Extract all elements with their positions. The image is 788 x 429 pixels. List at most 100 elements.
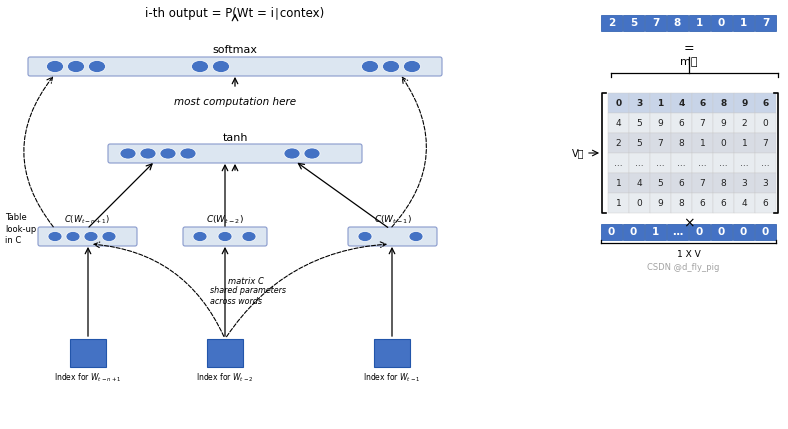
- Text: $C(W_{t-1})$: $C(W_{t-1})$: [374, 214, 411, 226]
- Ellipse shape: [284, 148, 300, 159]
- FancyBboxPatch shape: [108, 144, 362, 163]
- Text: ...: ...: [635, 158, 644, 167]
- Bar: [755, 93, 775, 113]
- Bar: [734, 153, 755, 173]
- Text: 2: 2: [742, 118, 747, 127]
- Text: ...: ...: [656, 158, 665, 167]
- Bar: [667, 15, 688, 31]
- Bar: [733, 224, 754, 240]
- Text: $C(W_{t-n+1})$: $C(W_{t-n+1})$: [65, 214, 110, 226]
- Bar: [689, 224, 710, 240]
- FancyBboxPatch shape: [38, 227, 137, 246]
- Text: 9: 9: [658, 118, 663, 127]
- FancyBboxPatch shape: [28, 57, 442, 76]
- Bar: [671, 93, 692, 113]
- Text: 8: 8: [678, 139, 684, 148]
- Text: 1: 1: [615, 199, 622, 208]
- Text: $C(W_{t-2})$: $C(W_{t-2})$: [206, 214, 244, 226]
- Bar: [755, 193, 775, 213]
- Bar: [689, 15, 710, 31]
- Text: 6: 6: [700, 199, 705, 208]
- Ellipse shape: [68, 60, 84, 73]
- Text: ...: ...: [761, 158, 770, 167]
- Text: Index for $W_{t-2}$: Index for $W_{t-2}$: [196, 372, 254, 384]
- Bar: [671, 153, 692, 173]
- Bar: [692, 113, 712, 133]
- Bar: [374, 339, 410, 367]
- Bar: [601, 224, 622, 240]
- Text: 7: 7: [762, 18, 769, 28]
- Text: Table
look-up
in C: Table look-up in C: [5, 213, 36, 245]
- Text: Index for $W_{t-n+1}$: Index for $W_{t-n+1}$: [54, 372, 121, 384]
- FancyBboxPatch shape: [348, 227, 437, 246]
- Bar: [650, 193, 671, 213]
- Text: 6: 6: [762, 99, 768, 108]
- Text: V行: V行: [571, 148, 584, 158]
- Bar: [755, 224, 776, 240]
- Bar: [645, 224, 666, 240]
- Text: 4: 4: [637, 178, 642, 187]
- Text: 5: 5: [637, 139, 642, 148]
- Ellipse shape: [88, 60, 106, 73]
- Text: 0: 0: [740, 227, 747, 237]
- Text: 7: 7: [763, 139, 768, 148]
- Text: 1: 1: [740, 18, 747, 28]
- Text: 0: 0: [762, 227, 769, 237]
- Bar: [755, 15, 776, 31]
- Text: 6: 6: [678, 178, 684, 187]
- Ellipse shape: [218, 232, 232, 242]
- Text: 0: 0: [637, 199, 642, 208]
- Bar: [711, 15, 732, 31]
- Text: softmax: softmax: [213, 45, 258, 55]
- Ellipse shape: [362, 60, 378, 73]
- Text: most computation here: most computation here: [174, 97, 296, 107]
- Text: 2: 2: [608, 18, 615, 28]
- Bar: [207, 339, 243, 367]
- Text: 1: 1: [742, 139, 747, 148]
- Text: 7: 7: [658, 139, 663, 148]
- Bar: [70, 339, 106, 367]
- Text: 9: 9: [658, 199, 663, 208]
- Bar: [734, 113, 755, 133]
- FancyBboxPatch shape: [183, 227, 267, 246]
- Bar: [671, 193, 692, 213]
- Ellipse shape: [191, 60, 209, 73]
- Ellipse shape: [213, 60, 229, 73]
- Bar: [713, 113, 734, 133]
- Text: shared parameters
across words: shared parameters across words: [210, 286, 286, 306]
- Text: 0: 0: [630, 227, 637, 237]
- Text: 8: 8: [678, 199, 684, 208]
- Bar: [629, 113, 649, 133]
- Text: 0: 0: [720, 139, 727, 148]
- Text: 6: 6: [720, 199, 727, 208]
- Text: =: =: [684, 42, 694, 55]
- Bar: [692, 133, 712, 153]
- Bar: [713, 193, 734, 213]
- Text: ...: ...: [740, 158, 749, 167]
- Text: 6: 6: [678, 118, 684, 127]
- Bar: [629, 133, 649, 153]
- Bar: [601, 15, 622, 31]
- Text: ...: ...: [677, 158, 686, 167]
- Text: 3: 3: [742, 178, 747, 187]
- Bar: [713, 153, 734, 173]
- Text: 1 X V: 1 X V: [677, 250, 701, 259]
- Bar: [671, 113, 692, 133]
- Ellipse shape: [180, 148, 196, 159]
- Text: 4: 4: [742, 199, 747, 208]
- Text: 3: 3: [637, 99, 643, 108]
- Ellipse shape: [120, 148, 136, 159]
- Bar: [692, 153, 712, 173]
- Bar: [608, 93, 629, 113]
- Ellipse shape: [403, 60, 421, 73]
- Text: matrix C: matrix C: [228, 277, 264, 286]
- Bar: [608, 133, 629, 153]
- Text: 8: 8: [674, 18, 681, 28]
- Bar: [629, 93, 649, 113]
- Ellipse shape: [409, 232, 423, 242]
- Bar: [734, 93, 755, 113]
- Text: 3: 3: [763, 178, 768, 187]
- Text: ...: ...: [698, 158, 707, 167]
- Text: ...: ...: [719, 158, 728, 167]
- Ellipse shape: [304, 148, 320, 159]
